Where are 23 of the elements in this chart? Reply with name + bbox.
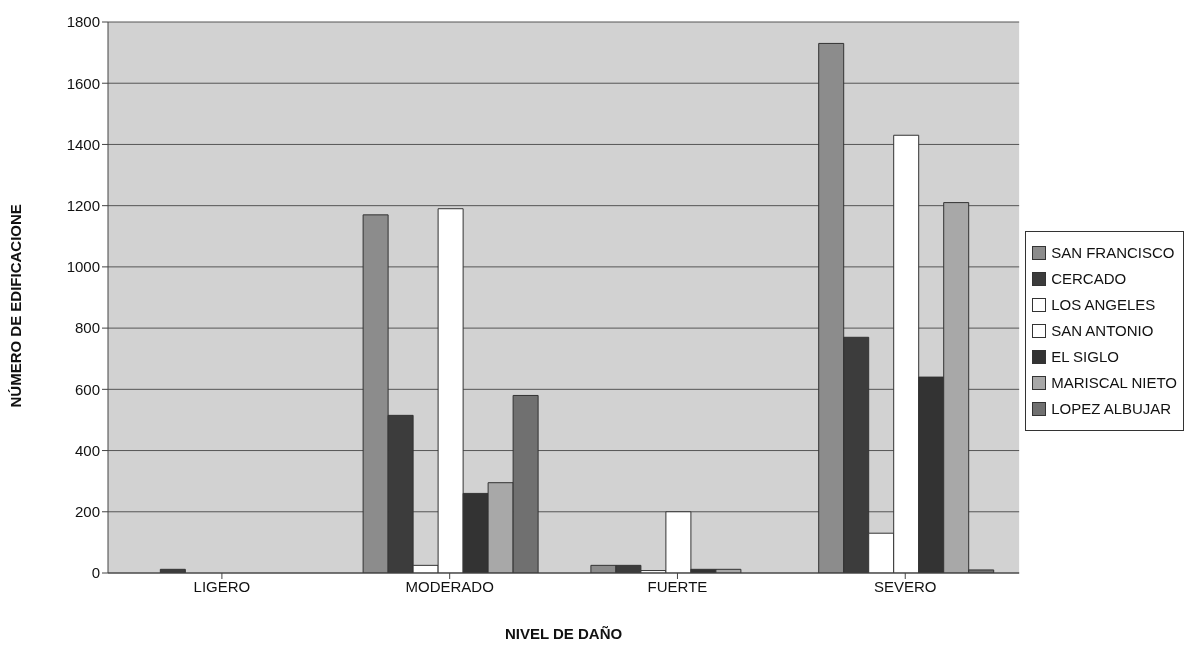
x-tick-label: LIGERO (193, 577, 251, 595)
legend-label: LOPEZ ALBUJAR (1051, 398, 1172, 419)
x-tick-label: FUERTE (647, 577, 708, 595)
legend-label: SAN ANTONIO (1051, 320, 1154, 341)
legend-label: CERCADO (1051, 268, 1127, 289)
y-tick-label: 400 (74, 441, 100, 459)
y-tick-label: 0 (91, 564, 100, 582)
legend-label: SAN FRANCISCO (1051, 242, 1175, 263)
y-tick-label: 1800 (66, 13, 100, 31)
y-tick-label: 1600 (66, 74, 100, 92)
legend-label: LOS ANGELES (1051, 294, 1156, 315)
y-tick-label: 1000 (66, 258, 100, 276)
y-tick-label: 600 (74, 380, 100, 398)
x-tick-label: SEVERO (873, 577, 937, 595)
y-tick-label: 200 (74, 503, 100, 521)
y-axis-title: NÚMERO DE EDIFICACIONE (7, 204, 25, 408)
y-tick-label: 1200 (66, 196, 100, 214)
x-tick-label: MODERADO (405, 577, 494, 595)
x-axis-title: NIVEL DE DAÑO (504, 625, 623, 642)
legend-label: MARISCAL NIETO (1051, 372, 1177, 393)
legend-label: EL SIGLO (1051, 346, 1119, 367)
y-tick-label: 800 (74, 319, 100, 337)
y-tick-label: 1400 (66, 135, 100, 153)
